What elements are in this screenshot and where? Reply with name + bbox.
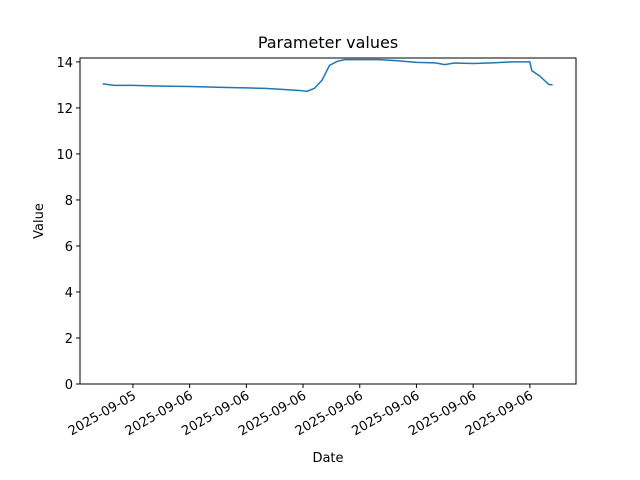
- y-tick-label: 12: [56, 102, 73, 117]
- x-axis-label: Date: [312, 451, 343, 466]
- y-tick-label: 8: [65, 194, 73, 209]
- y-tick-label: 4: [65, 286, 73, 301]
- y-tick-label: 6: [65, 240, 73, 255]
- y-tick-label: 14: [56, 56, 73, 71]
- y-tick-label: 10: [56, 148, 73, 163]
- plot-frame: [79, 57, 577, 385]
- y-tick-label: 2: [65, 332, 73, 347]
- data-line: [102, 58, 553, 93]
- chart-title: Parameter values: [258, 33, 398, 52]
- y-axis-label: Value: [32, 203, 47, 239]
- y-tick-label: 0: [65, 378, 73, 393]
